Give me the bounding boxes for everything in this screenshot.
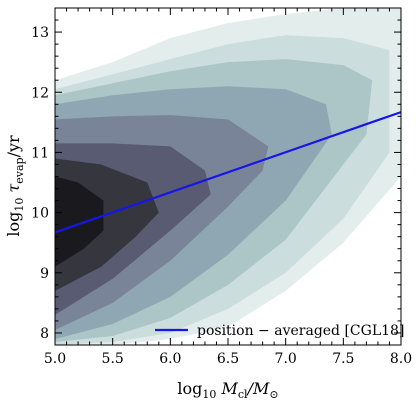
- x-tick-label: 6.0: [159, 351, 181, 367]
- y-tick-label: 12: [31, 85, 49, 101]
- density-level-8: [55, 176, 104, 267]
- y-tick-label: 9: [40, 266, 49, 282]
- y-tick-labels: 8 9 10 11 12 13: [31, 25, 49, 342]
- x-tick-labels: 5.0 5.5 6.0 6.5 7.0 7.5 8.0: [44, 351, 412, 367]
- x-tick-label: 6.5: [217, 351, 239, 367]
- x-tick-label: 8.0: [390, 351, 412, 367]
- legend: position − averaged [CGL18]: [155, 323, 404, 339]
- x-tick-label: 7.0: [275, 351, 297, 367]
- x-tick-label: 5.5: [102, 351, 124, 367]
- axis-ticks: [54, 7, 402, 345]
- legend-label-position-averaged: position − averaged [CGL18]: [197, 323, 404, 339]
- y-tick-label: 10: [31, 206, 49, 222]
- series-line-position-averaged: [55, 111, 401, 234]
- y-axis-title: log10 τevap/yr: [4, 135, 26, 237]
- density-contours: [55, 8, 401, 345]
- x-tick-label: 5.0: [44, 351, 66, 367]
- x-axis-title: log10 Mcl/M⊙: [177, 379, 278, 401]
- y-tick-label: 13: [31, 25, 49, 41]
- y-tick-label: 11: [31, 145, 49, 161]
- y-tick-label: 8: [40, 326, 49, 342]
- x-tick-label: 7.5: [332, 351, 354, 367]
